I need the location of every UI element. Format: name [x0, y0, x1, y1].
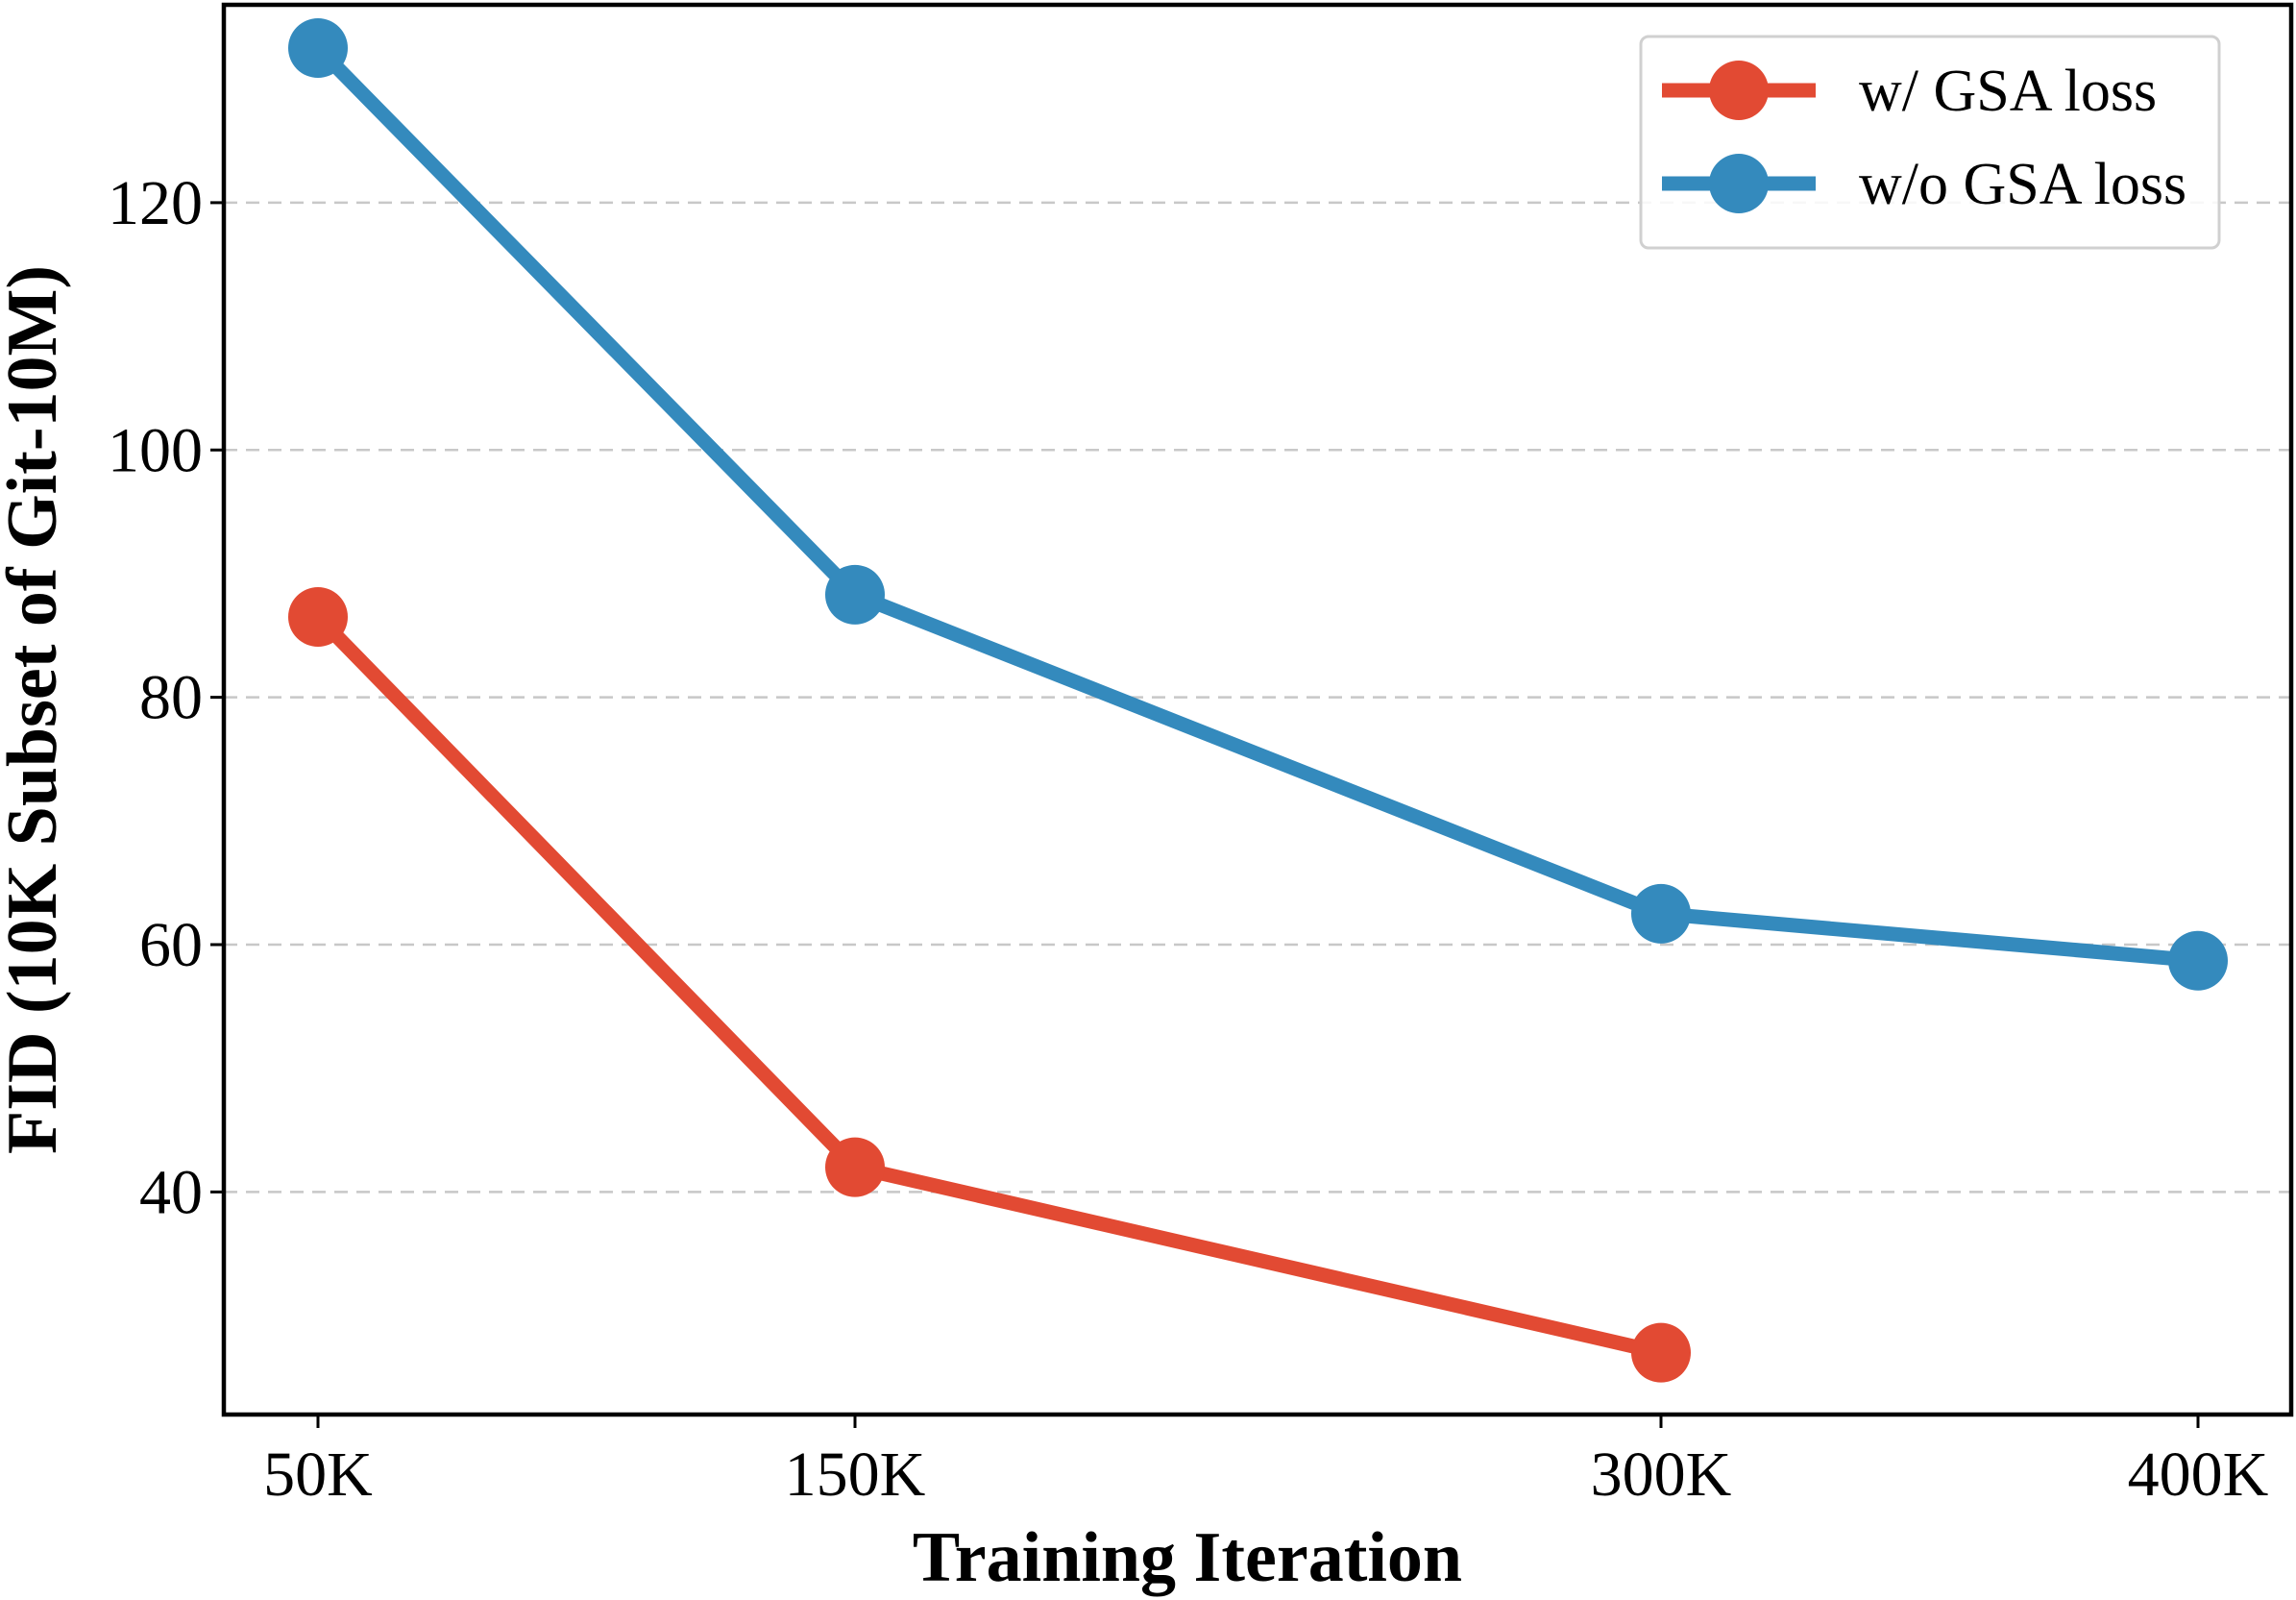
series-line-1	[312, 42, 2199, 969]
axis-ticks: 40 60 80 100 120 50K 150K 300K 400K	[108, 168, 2268, 1510]
y-axis-title: FID (10K Subset of Git-10M)	[0, 265, 72, 1154]
y-tick-label: 80	[139, 663, 203, 733]
legend-entries: w/ GSA loss w/o GSA loss	[1662, 59, 2186, 217]
plot-frame	[221, 2, 2294, 1417]
data-point	[288, 18, 348, 79]
x-tick-label: 400K	[2128, 1440, 2269, 1510]
series-line-0	[312, 611, 1663, 1360]
legend: w/ GSA loss w/o GSA loss	[1639, 35, 2221, 250]
data-point	[825, 1137, 885, 1197]
y-tick-label: 60	[139, 910, 203, 980]
legend-marker	[1709, 154, 1769, 213]
data-point	[2168, 930, 2228, 991]
x-tick-label: 300K	[1591, 1440, 1732, 1510]
data-point	[825, 564, 885, 625]
y-tick-label: 40	[139, 1157, 203, 1227]
x-tick-label: 150K	[785, 1440, 926, 1510]
legend-label: w/o GSA loss	[1859, 152, 2186, 217]
series-markers	[288, 18, 2228, 1383]
data-point	[1631, 883, 1691, 944]
x-axis-title: Training Iteration	[913, 1518, 1462, 1597]
legend-marker	[1709, 61, 1769, 120]
data-point	[1631, 1322, 1691, 1383]
data-point	[288, 586, 348, 647]
x-tick-label: 50K	[263, 1440, 373, 1510]
y-tick-label: 100	[108, 415, 203, 485]
y-tick-label: 120	[108, 168, 203, 238]
legend-label: w/ GSA loss	[1859, 59, 2157, 124]
grid-lines	[224, 201, 2291, 1194]
